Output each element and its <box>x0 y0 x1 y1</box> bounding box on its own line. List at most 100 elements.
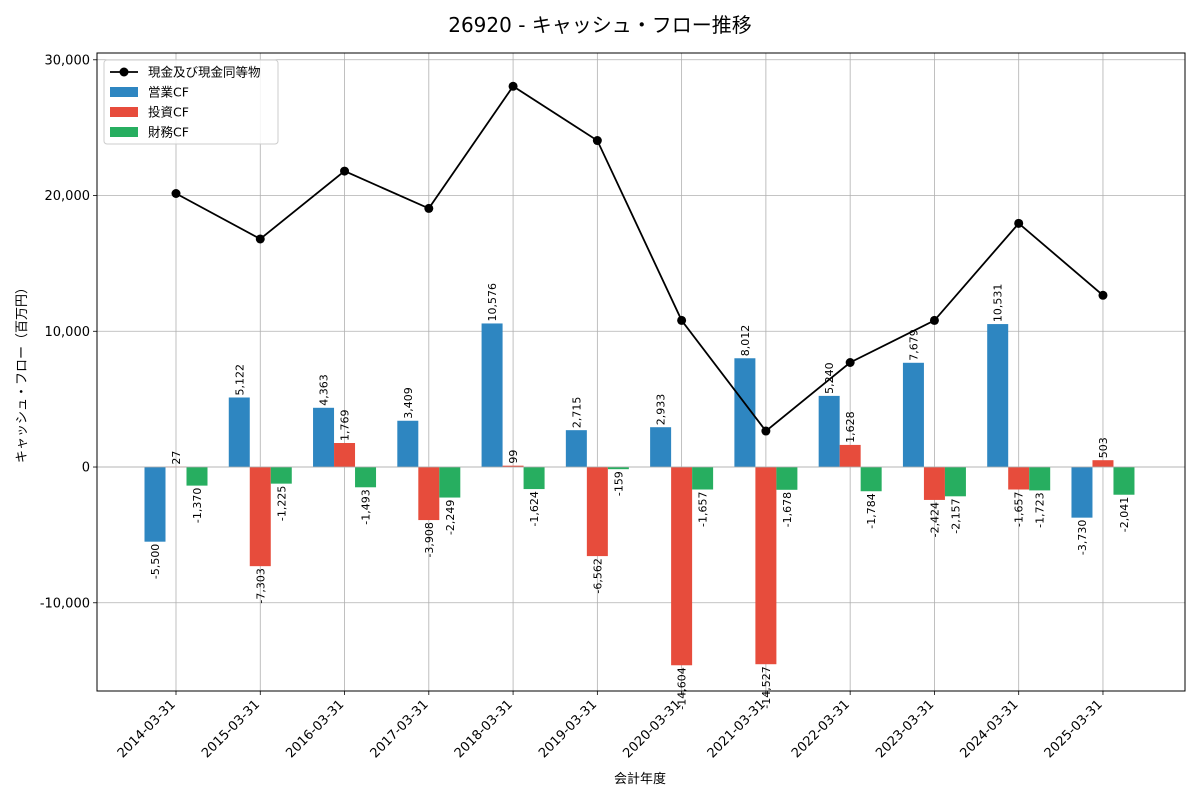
bar-value-label: -2,424 <box>928 502 941 537</box>
bar-0 <box>313 407 335 468</box>
bar-0 <box>144 467 166 542</box>
cash-point <box>761 426 771 436</box>
bar-value-label: -2,041 <box>1118 497 1131 532</box>
cash-line <box>175 85 1104 433</box>
bar-value-label: 2,933 <box>655 394 668 426</box>
bar-2 <box>692 467 714 490</box>
bar-2 <box>776 467 798 490</box>
x-tick-label: 2019-03-31 <box>536 697 600 761</box>
x-tick-label: 2017-03-31 <box>368 697 432 761</box>
bar-value-label: 8,012 <box>739 325 752 357</box>
bar-value-label: -1,493 <box>360 489 373 524</box>
bar-value-label: 503 <box>1097 437 1110 458</box>
bar-1 <box>923 467 945 500</box>
cash-point <box>1098 290 1108 300</box>
bars-layer <box>144 323 1135 666</box>
legend-box <box>103 59 279 145</box>
cash-point <box>171 188 181 198</box>
x-tick-label: 2015-03-31 <box>199 697 263 761</box>
bar-2 <box>186 467 208 486</box>
cash-point <box>677 315 687 325</box>
bar-value-label: 1,769 <box>339 410 352 442</box>
bar-value-label: -159 <box>612 471 625 496</box>
bar-1 <box>334 443 356 468</box>
bar-value-label: -1,370 <box>191 488 204 523</box>
cash-point <box>508 81 518 91</box>
bar-0 <box>228 397 250 468</box>
bar-value-label: -1,678 <box>781 492 794 527</box>
legend-label: 営業CF <box>148 85 189 100</box>
cash-point <box>255 234 265 244</box>
bar-value-label: -1,657 <box>697 492 710 527</box>
bar-0 <box>818 395 840 468</box>
bar-1 <box>249 467 271 567</box>
bar-0 <box>565 430 587 468</box>
bar-value-label: -1,657 <box>1013 492 1026 527</box>
legend-label: 投資CF <box>148 105 189 120</box>
bar-2 <box>355 467 377 488</box>
legend-label: 財務CF <box>148 125 189 140</box>
bar-value-label: 4,363 <box>318 374 331 406</box>
bar-value-label: -1,784 <box>865 493 878 528</box>
cash-point <box>340 166 350 176</box>
legend-swatch-bar <box>110 107 138 117</box>
bar-value-label: -1,723 <box>1034 492 1047 527</box>
y-tick-label: 20,000 <box>45 189 91 204</box>
bar-value-label: -5,500 <box>149 544 162 579</box>
bar-1 <box>1008 467 1030 490</box>
legend-label: 現金及び現金同等物 <box>148 65 261 80</box>
bar-value-label: -2,157 <box>949 498 962 533</box>
bar-value-label: -3,908 <box>423 522 436 557</box>
bar-value-label: 3,409 <box>402 387 415 419</box>
plot-frame <box>96 52 1186 692</box>
bar-2 <box>439 467 461 498</box>
x-tick-label: 2018-03-31 <box>452 697 516 761</box>
x-axis-label: 会計年度 <box>614 771 666 787</box>
cash-point <box>845 357 855 367</box>
bar-0 <box>734 358 756 468</box>
bar-value-label: 5,122 <box>233 364 246 396</box>
bar-value-label: -3,730 <box>1076 520 1089 555</box>
y-tick-label: -10,000 <box>40 596 90 611</box>
y-tick-label: 10,000 <box>45 325 91 340</box>
bar-0 <box>650 427 672 468</box>
bar-value-label: 1,628 <box>844 411 857 443</box>
bar-1 <box>418 467 440 521</box>
bar-value-label: 7,679 <box>907 329 920 361</box>
bar-2 <box>1029 467 1051 491</box>
bar-value-label: 10,576 <box>486 283 499 321</box>
y-axis-label: キャッシュ・フロー（百万円） <box>15 281 30 463</box>
bar-1 <box>671 467 693 666</box>
legend-swatch-bar <box>110 87 138 97</box>
bar-value-label: -1,225 <box>275 486 288 521</box>
bar-value-label: 2,715 <box>570 397 583 429</box>
chart-title: 26920 - キャッシュ・フロー推移 <box>448 13 752 37</box>
legend-swatch-bar <box>110 127 138 137</box>
bar-2 <box>607 467 629 470</box>
cash-point <box>1014 218 1024 228</box>
bar-0 <box>987 324 1009 468</box>
bar-value-label: -7,303 <box>254 568 267 603</box>
x-tick-label: 2016-03-31 <box>283 697 347 761</box>
x-tick-label: 2025-03-31 <box>1042 697 1106 761</box>
bar-1 <box>1092 460 1114 468</box>
bar-value-label: -6,562 <box>591 558 604 593</box>
cash-point <box>424 203 434 213</box>
bar-value-label: 10,531 <box>992 284 1005 322</box>
x-tick-label: 2022-03-31 <box>789 697 853 761</box>
bar-0 <box>902 362 924 468</box>
bar-value-label: 99 <box>507 450 520 464</box>
bar-2 <box>523 467 545 490</box>
bar-2 <box>270 467 292 484</box>
bar-1 <box>586 467 608 557</box>
cash-point <box>929 315 939 325</box>
bar-2 <box>860 467 882 492</box>
bar-0 <box>1071 467 1093 518</box>
bar-value-label: 27 <box>170 451 183 465</box>
x-tick-label: 2024-03-31 <box>957 697 1021 761</box>
bar-1 <box>839 444 861 468</box>
bar-0 <box>397 420 419 468</box>
